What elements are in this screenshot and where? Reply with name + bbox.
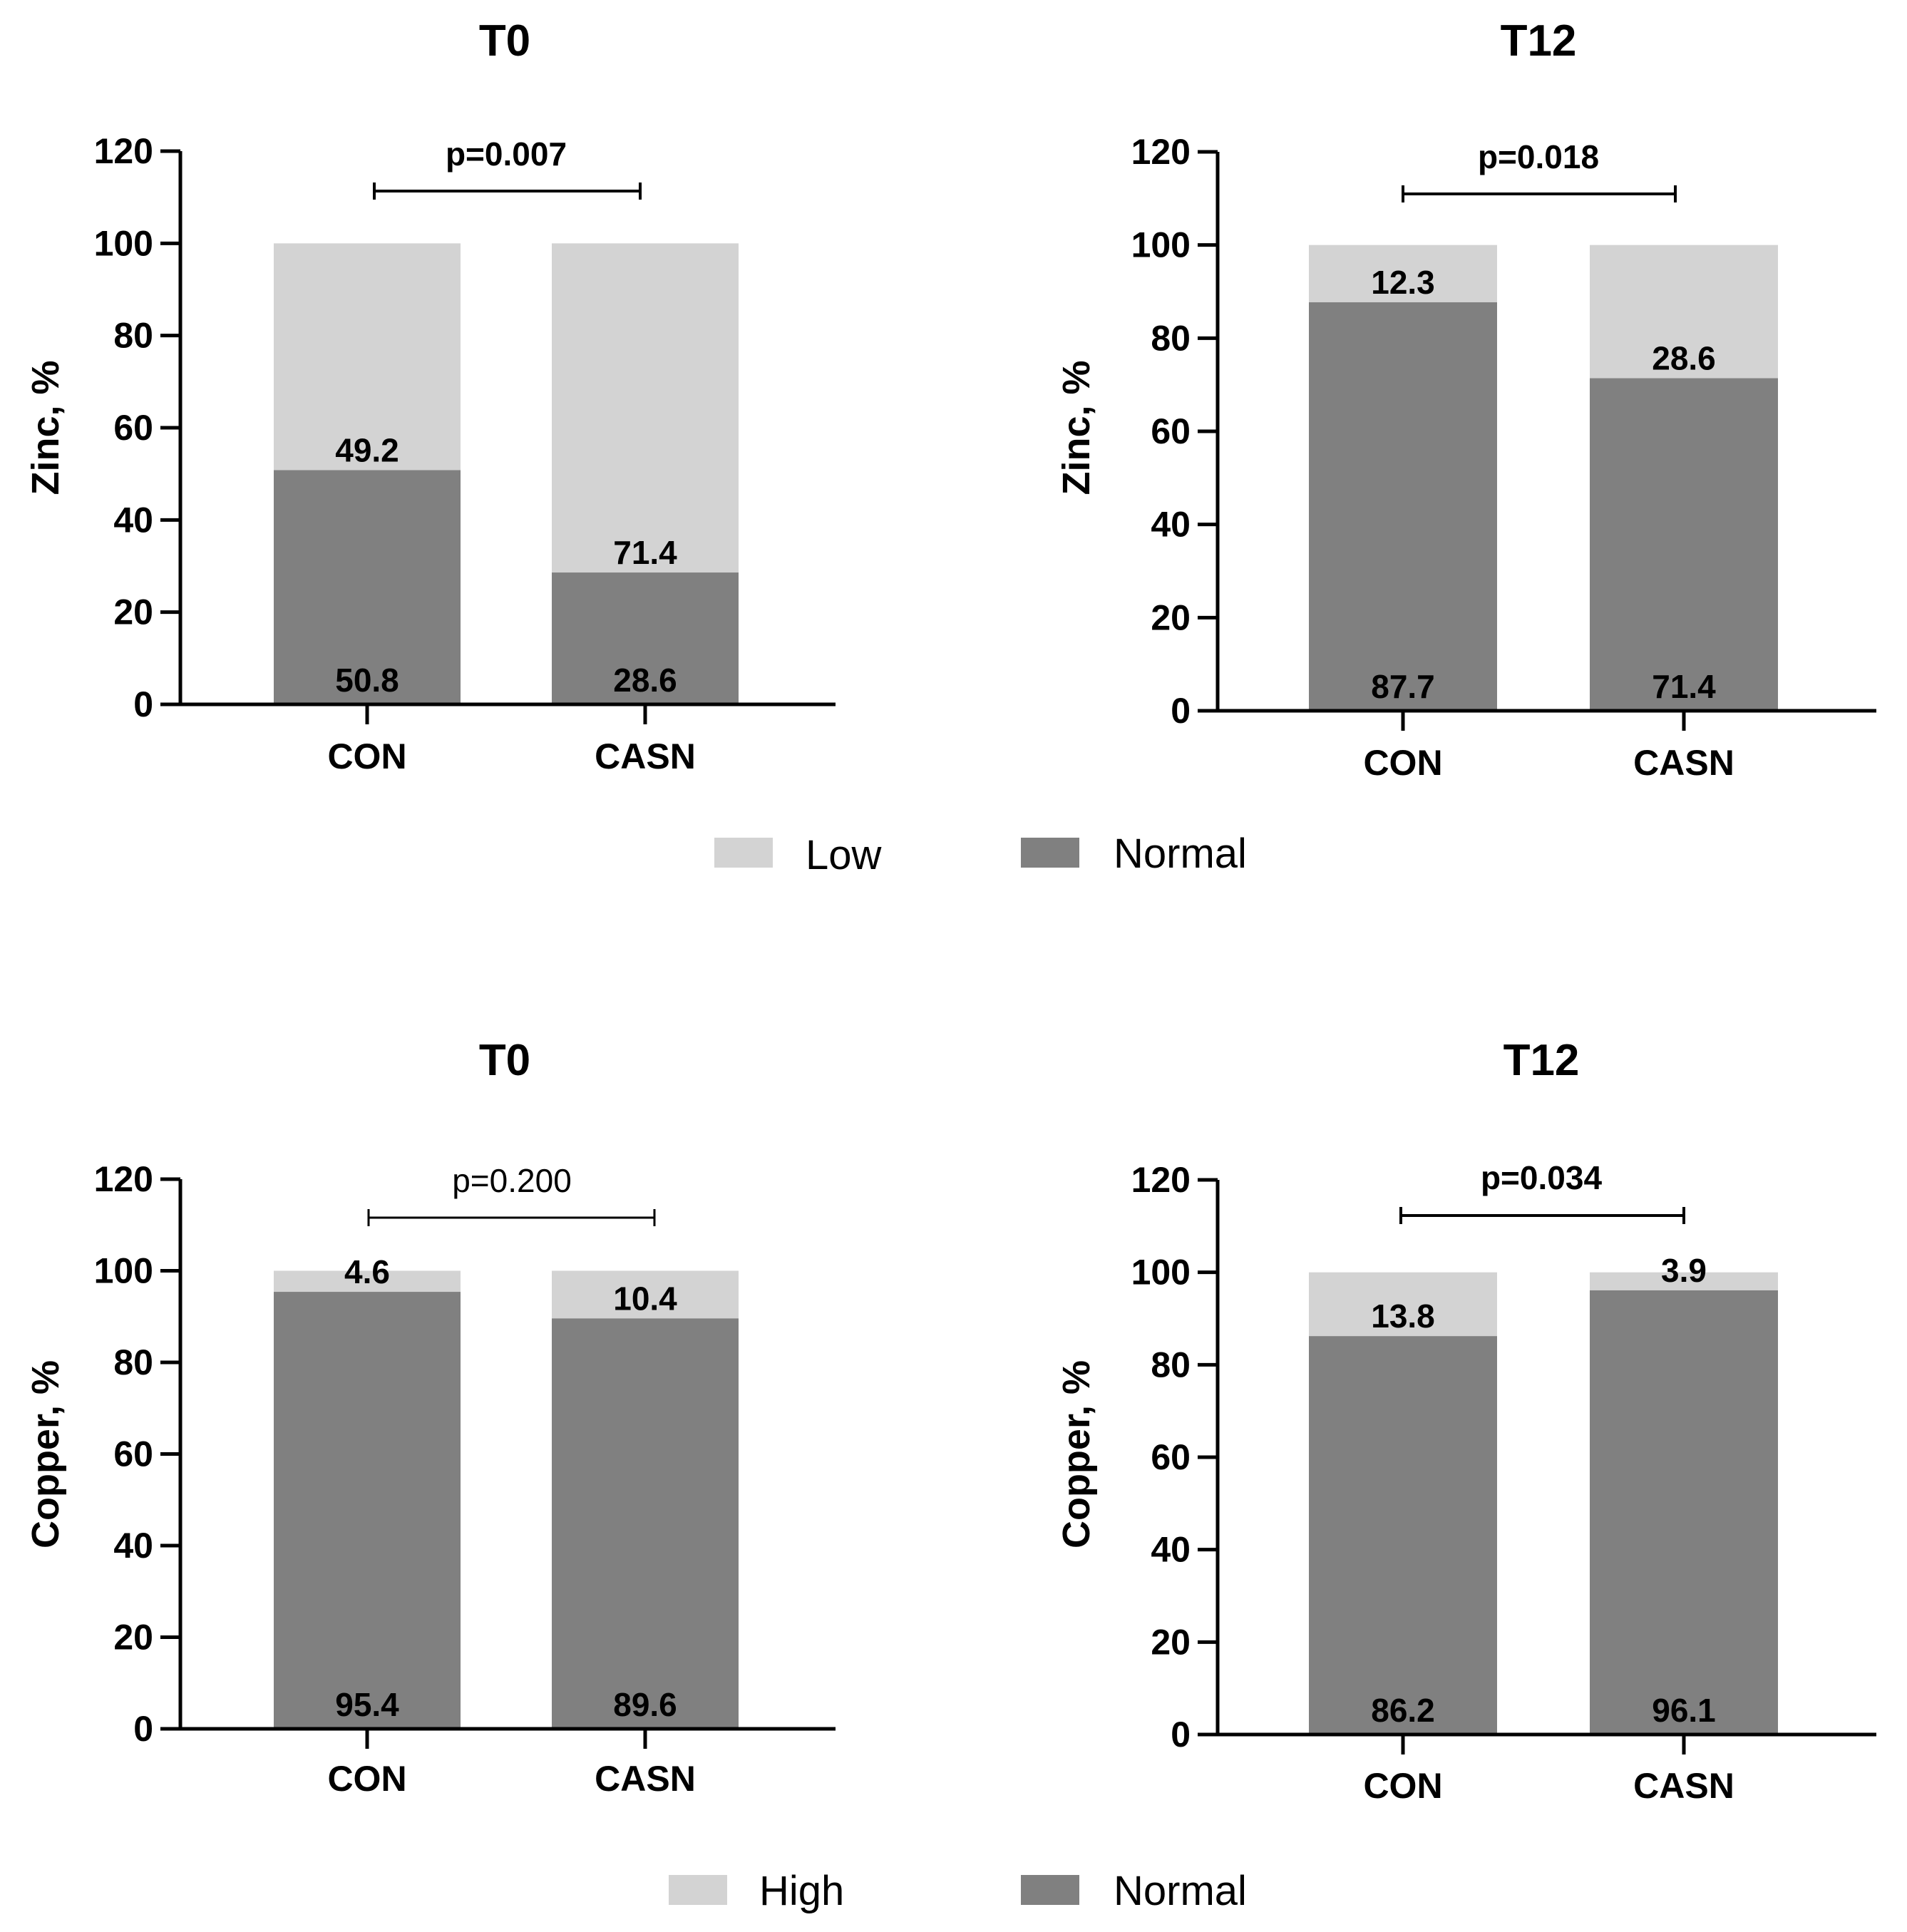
y-tick-label: 40 [113,500,153,540]
bar-segment-low-con [274,243,461,471]
bar-segment-normal-con [1309,302,1497,711]
copper-t0-chart: T0 Copper, % CON CASN p=0.200 95.4 4.6 89.… [24,1036,836,1799]
y-tick-label: 20 [113,1618,153,1658]
chart-title: T12 [1501,16,1577,66]
bar-segment-high-con [1309,1272,1497,1337]
legend-label-high: High [759,1868,844,1914]
y-tick-label: 20 [113,592,153,632]
bar-segment-low-casn [552,243,739,573]
y-tick-label: 80 [1151,318,1191,358]
y-tick-label: 100 [1131,225,1191,265]
y-tick-label: 0 [1171,691,1191,731]
data-label-normal-con: 87.7 [1371,668,1435,705]
y-tick-label: 20 [1151,1622,1191,1662]
y-tick-label: 120 [1131,1160,1191,1200]
y-axis-label: Copper, % [24,1360,67,1548]
data-label-high-con: 4.6 [344,1253,390,1290]
y-tick-label: 0 [1171,1715,1191,1754]
bar-segment-high-con [274,1270,461,1293]
data-label-low-con: 49.2 [335,431,399,468]
bar-segment-high-casn [1590,1272,1778,1290]
bar-segment-normal-casn [1590,378,1778,711]
y-tick-label: 60 [1151,1437,1191,1477]
x-tick-label-con: CON [327,1759,406,1799]
legend-label-normal: Normal [1114,1868,1247,1914]
legend-swatch-normal [1021,838,1079,868]
y-tick-label: 60 [113,408,153,448]
data-label-high-casn: 10.4 [613,1280,677,1317]
y-tick-label: 20 [1151,597,1191,637]
x-tick-label-con: CON [1363,1766,1442,1806]
chart-title: T12 [1504,1036,1580,1085]
data-label-normal-casn: 96.1 [1652,1692,1716,1729]
p-value-label: p=0.034 [1481,1159,1602,1196]
y-tick-label: 0 [133,684,153,724]
p-value-label: p=0.018 [1478,138,1599,175]
legend-zinc: Low Normal [714,831,1247,878]
legend-label-low: Low [806,832,883,878]
bar-segment-normal-con [1309,1336,1497,1735]
y-tick-label: 120 [94,131,153,171]
data-label-normal-casn: 28.6 [613,662,677,699]
data-label-normal-con: 86.2 [1371,1692,1435,1729]
legend-swatch-normal [1021,1875,1079,1905]
x-tick-label-casn: CASN [1633,743,1734,783]
x-tick-label-con: CON [1363,743,1442,783]
zinc-t12-chart: T12 Zinc, % CON CASN p=0.018 87.7 12.3 71.… [1055,16,1876,783]
y-tick-label: 120 [1131,132,1191,172]
bar-segment-normal-con [274,470,461,704]
x-tick-label-casn: CASN [1633,1766,1734,1806]
y-axis-label: Zinc, % [1055,360,1098,495]
data-label-high-casn: 3.9 [1661,1252,1707,1289]
y-tick-label: 40 [113,1526,153,1566]
p-value-label: p=0.200 [452,1162,572,1199]
y-tick-label: 80 [113,1342,153,1382]
p-value-label: p=0.007 [446,135,567,173]
y-axis-label: Zinc, % [24,360,67,495]
x-tick-label-con: CON [327,736,406,776]
y-tick-label: 120 [94,1159,153,1199]
bar-segment-normal-casn [552,1318,739,1729]
data-label-low-casn: 71.4 [613,534,677,571]
data-label-high-con: 13.8 [1371,1298,1435,1335]
y-tick-label: 80 [113,316,153,356]
data-label-low-casn: 28.6 [1652,340,1716,377]
legend-swatch-high [669,1875,727,1905]
bar-segment-normal-casn [552,572,739,704]
y-tick-label: 0 [133,1709,153,1749]
legend-label-normal: Normal [1114,831,1247,877]
legend-swatch-low [714,838,773,868]
x-tick-label-casn: CASN [595,736,696,776]
y-tick-label: 60 [113,1434,153,1474]
x-tick-label-casn: CASN [595,1759,696,1799]
legend-copper: High Normal [669,1868,1247,1914]
bar-segment-normal-casn [1590,1290,1778,1735]
copper-t12-chart: T12 Copper, % CON CASN p=0.034 86.2 13.8 9… [1055,1036,1876,1806]
y-tick-label: 60 [1151,411,1191,451]
zinc-t0-chart: T0 Zinc, % CON CASN p=0.007 50.8 49.2 28.6… [24,16,836,776]
y-tick-label: 100 [94,223,153,263]
bar-segment-low-casn [1590,245,1778,379]
data-label-normal-casn: 71.4 [1652,668,1716,705]
y-tick-label: 40 [1151,1530,1191,1570]
bar-segment-low-con [1309,245,1497,303]
bar-segment-normal-con [274,1292,461,1729]
bar-segment-high-casn [552,1270,739,1319]
data-label-normal-casn: 89.6 [613,1686,677,1723]
chart-title: T0 [479,1036,530,1085]
y-tick-label: 80 [1151,1345,1191,1384]
y-axis-label: Copper, % [1055,1360,1098,1548]
y-tick-label: 40 [1151,505,1191,545]
y-tick-label: 100 [1131,1253,1191,1293]
data-label-normal-con: 50.8 [335,662,399,699]
y-tick-label: 100 [94,1251,153,1291]
chart-title: T0 [479,16,530,66]
data-label-normal-con: 95.4 [335,1686,399,1723]
data-label-low-con: 12.3 [1371,264,1435,301]
